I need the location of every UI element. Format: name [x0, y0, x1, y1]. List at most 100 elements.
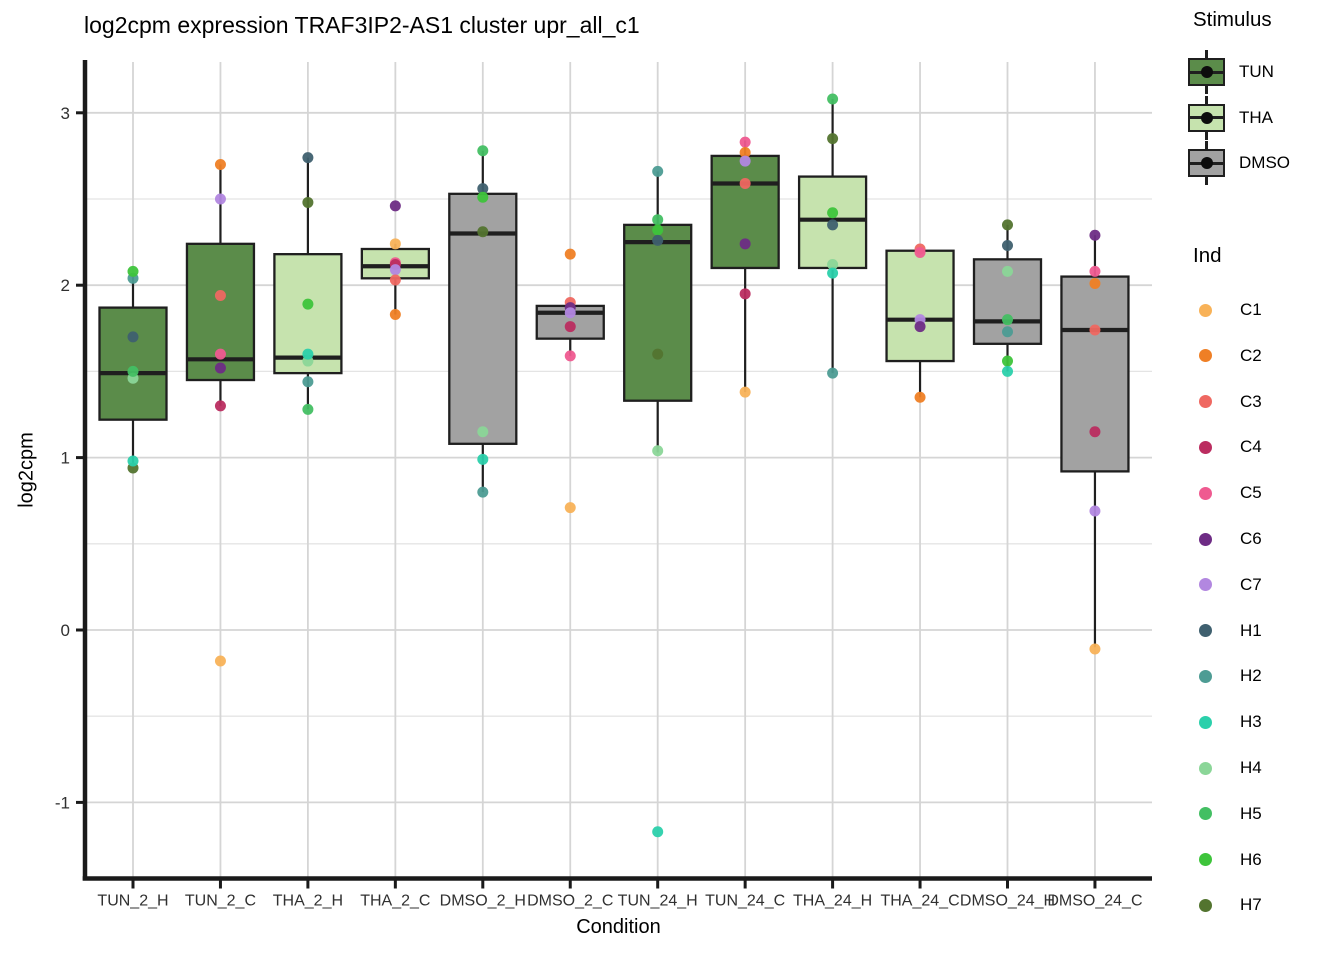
ind-point-icon — [1199, 898, 1212, 912]
legend-item-stimulus-TUN: TUN — [1188, 50, 1274, 94]
legend-label-ind: H7 — [1240, 895, 1262, 915]
point-TUN_24_C-C7 — [739, 155, 751, 167]
point-THA_24_H-H6 — [827, 207, 839, 219]
point-THA_24_C-C6 — [914, 321, 926, 333]
point-THA_24_C-C2 — [914, 391, 926, 403]
ind-point-icon — [1199, 761, 1212, 775]
point-TUN_2_H-H6 — [127, 265, 139, 277]
x-tick-label: THA_2_C — [360, 893, 430, 910]
point-TUN_2_C-C6 — [214, 362, 226, 374]
point-TUN_2_C-C1 — [214, 655, 226, 667]
ind-point-icon — [1199, 669, 1212, 683]
point-TUN_2_H-H3 — [127, 455, 139, 467]
legend-label-ind: C3 — [1240, 391, 1262, 411]
point-DMSO_2_C-C7 — [564, 307, 576, 319]
point-TUN_24_C-C6 — [739, 238, 751, 250]
ind-point-icon — [1199, 440, 1212, 454]
point-TUN_24_H-H4 — [652, 445, 664, 457]
point-THA_24_H-H1 — [827, 219, 839, 231]
legend-item-ind-H1: H1 — [1199, 616, 1262, 646]
point-DMSO_24_H-H6 — [1002, 355, 1013, 367]
y-tick-label: 3 — [61, 104, 70, 123]
key-point — [1200, 111, 1213, 124]
y-tick-label: 1 — [61, 449, 70, 468]
legend-item-ind-H4: H4 — [1199, 753, 1262, 783]
key-whisker — [1205, 141, 1208, 149]
ind-point-icon — [1199, 395, 1212, 409]
ind-point-icon — [1199, 578, 1212, 592]
point-THA_2_C-C7 — [389, 264, 401, 276]
legend: Stimulus TUN THA DMSO Ind C1 C2 C3 C4 C5 C6 C7 H1… — [1180, 0, 1344, 960]
plot-title: log2cpm expression TRAF3IP2-AS1 cluster … — [84, 12, 640, 38]
x-tick-label: DMSO_2_C — [527, 893, 613, 910]
point-THA_24_H-H3 — [827, 267, 839, 279]
key-whisker — [1205, 95, 1208, 104]
point-THA_24_C-C5 — [914, 246, 926, 258]
legend-item-ind-H6: H6 — [1199, 845, 1262, 875]
box-TUN_24_H — [623, 223, 693, 402]
legend-label-stimulus: DMSO — [1239, 153, 1290, 172]
point-DMSO_24_C-C5 — [1089, 265, 1101, 277]
point-DMSO_24_H-H7 — [1002, 219, 1013, 231]
box-TUN_24_C — [710, 154, 780, 270]
point-THA_2_H-H1 — [302, 152, 314, 164]
y-tick-label: -1 — [55, 793, 70, 812]
point-THA_2_C-C1 — [389, 238, 401, 250]
point-TUN_2_H-H1 — [127, 331, 139, 343]
x-tick-label: THA_24_H — [793, 893, 872, 910]
point-DMSO_24_H-H5 — [1002, 314, 1013, 326]
point-TUN_24_H-H2 — [652, 165, 664, 177]
legend-item-ind-C1: C1 — [1199, 295, 1262, 325]
legend-title-stimulus: Stimulus — [1193, 8, 1272, 31]
point-THA_2_C-C3 — [389, 274, 401, 286]
point-TUN_2_C-C4 — [214, 400, 226, 412]
ind-point-icon — [1199, 349, 1212, 363]
point-DMSO_24_C-C2 — [1089, 277, 1101, 289]
point-DMSO_2_H-H7 — [477, 226, 489, 238]
ind-point-icon — [1199, 807, 1212, 821]
legend-item-ind-C7: C7 — [1199, 570, 1262, 600]
key-point — [1200, 66, 1213, 78]
legend-item-ind-C3: C3 — [1199, 387, 1262, 417]
point-TUN_24_C-C5 — [739, 136, 751, 148]
point-TUN_24_C-C3 — [739, 177, 751, 189]
point-TUN_24_H-H6 — [652, 224, 664, 236]
legend-label-ind: H6 — [1240, 849, 1262, 869]
point-TUN_24_H-H7 — [652, 348, 664, 360]
point-DMSO_2_C-C5 — [564, 350, 576, 362]
x-tick-label: TUN_2_H — [97, 893, 168, 910]
y-axis-title: log2cpm — [15, 432, 38, 508]
x-tick-label: DMSO_24_H — [960, 893, 1055, 910]
legend-label-ind: C1 — [1240, 300, 1262, 319]
x-tick-label: TUN_24_H — [618, 893, 698, 910]
point-TUN_24_C-C4 — [739, 288, 751, 300]
legend-item-ind-C4: C4 — [1199, 432, 1262, 462]
legend-item-stimulus-DMSO: DMSO — [1188, 141, 1290, 185]
legend-label-stimulus: THA — [1239, 107, 1273, 127]
point-DMSO_2_H-H6 — [477, 191, 489, 203]
legend-label-stimulus: TUN — [1239, 62, 1274, 81]
ind-point-icon — [1199, 303, 1212, 317]
point-TUN_24_H-H5 — [652, 214, 664, 226]
x-tick-label: DMSO_24_C — [1047, 893, 1142, 910]
point-DMSO_24_H-H3 — [1002, 365, 1013, 377]
point-TUN_2_C-C7 — [214, 193, 226, 205]
legend-label-ind: C5 — [1240, 483, 1262, 503]
point-TUN_24_C-C1 — [739, 386, 751, 398]
point-THA_24_H-H4 — [827, 259, 839, 271]
legend-item-ind-C5: C5 — [1199, 478, 1262, 508]
box-DMSO_24_C — [1060, 275, 1130, 473]
legend-label-ind: H3 — [1240, 712, 1262, 732]
legend-title-ind: Ind — [1193, 244, 1222, 267]
x-tick-label: THA_2_H — [273, 893, 343, 910]
box-THA_24_C — [885, 249, 955, 363]
legend-label-ind: H1 — [1240, 620, 1262, 640]
point-TUN_24_C-C2 — [739, 146, 751, 158]
point-TUN_24_H-H3 — [652, 826, 664, 838]
ind-point-icon — [1199, 532, 1212, 546]
point-THA_2_H-H3 — [302, 348, 314, 360]
x-tick-label: TUN_2_C — [185, 893, 256, 910]
legend-item-stimulus-THA: THA — [1188, 95, 1273, 140]
point-THA_24_H-H2 — [827, 367, 839, 379]
point-TUN_24_H-H1 — [652, 234, 664, 246]
